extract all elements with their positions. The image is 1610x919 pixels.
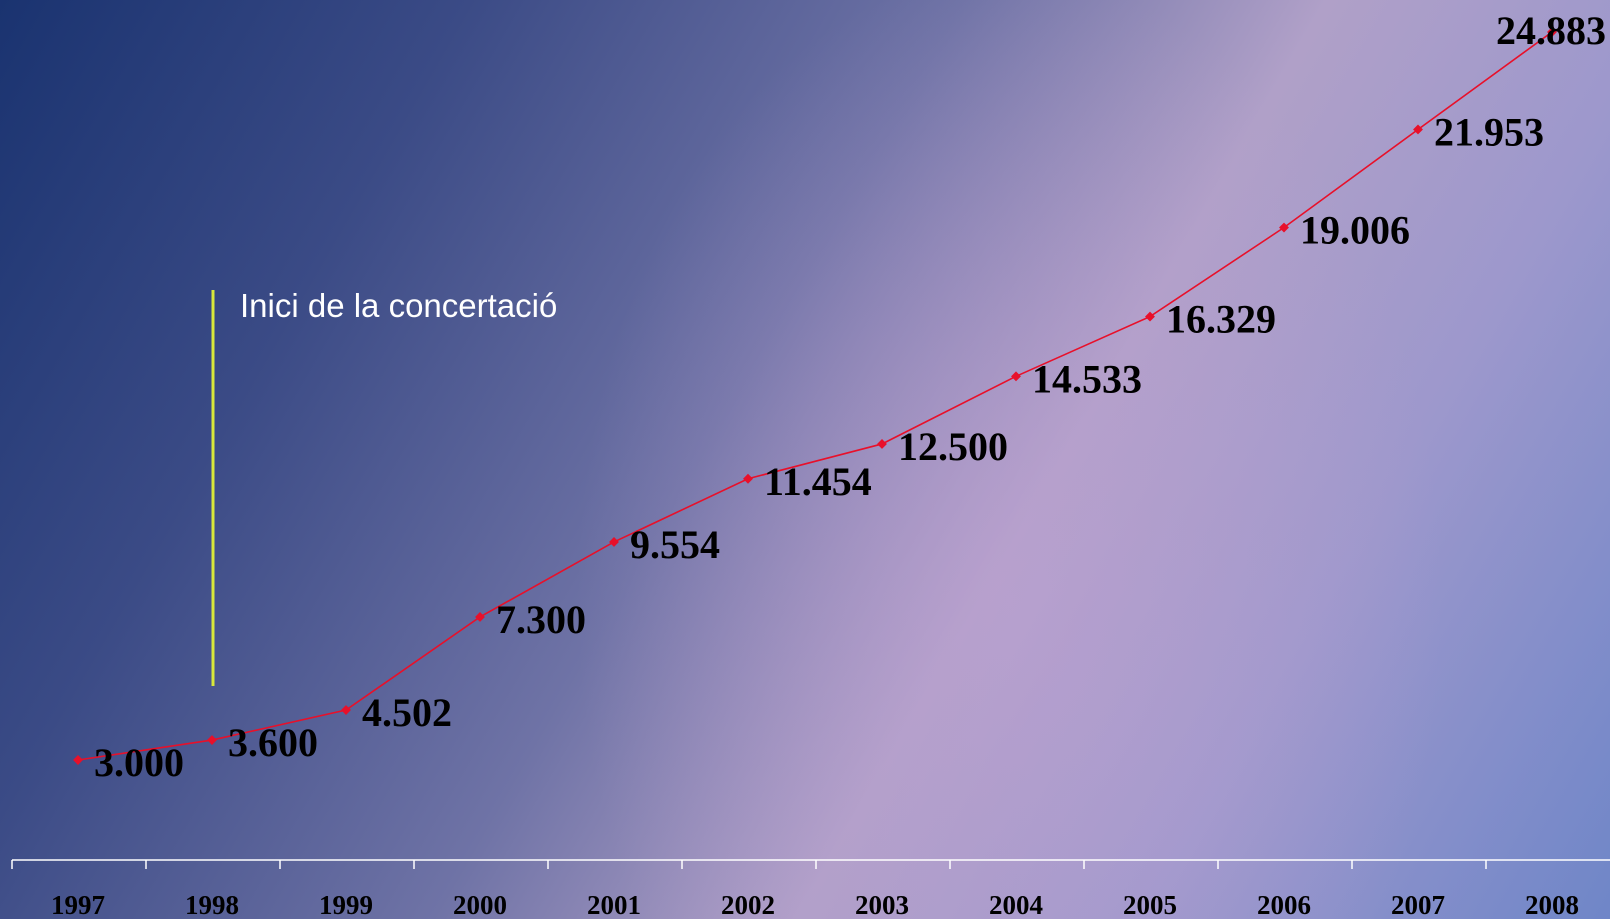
data-label: 16.329	[1166, 297, 1276, 342]
data-label: 12.500	[898, 424, 1008, 469]
x-axis	[11, 859, 1610, 869]
x-tick-label: 2005	[1123, 890, 1177, 919]
x-tick-labels: 1997 1998 1999 2000 2001 2002 2003 2004 2005 2006…	[51, 890, 1579, 919]
x-tick-label: 2007	[1391, 890, 1445, 919]
data-label: 4.502	[362, 690, 452, 735]
x-tick-label: 1998	[185, 890, 239, 919]
x-tick-label: 2003	[855, 890, 909, 919]
data-point	[73, 755, 83, 765]
data-point	[1279, 222, 1289, 233]
data-point	[1413, 124, 1423, 135]
data-point	[341, 705, 351, 715]
data-point	[1547, 27, 1557, 37]
data-point	[609, 537, 619, 547]
annotation-label: Inici de la concertació	[240, 287, 557, 324]
x-tick-label: 2001	[587, 890, 641, 919]
data-label: 11.454	[764, 459, 872, 504]
x-tick-label: 1997	[51, 890, 105, 919]
annotation: Inici de la concertació	[211, 287, 557, 686]
data-point	[877, 439, 887, 449]
series-line-group	[73, 27, 1557, 765]
x-tick-label: 2004	[989, 890, 1043, 919]
value-labels: 3.000 3.600 4.502 7.300 9.554 11.454 12.500 14.…	[94, 8, 1606, 785]
data-point	[1145, 311, 1155, 322]
data-label: 7.300	[496, 597, 586, 642]
data-label: 3.000	[94, 740, 184, 785]
data-label: 14.533	[1032, 356, 1142, 401]
x-tick-label: 2008	[1525, 890, 1579, 919]
data-point	[1011, 371, 1021, 382]
x-tick-label: 2002	[721, 890, 775, 919]
data-label: 19.006	[1300, 208, 1410, 253]
x-tick-label: 2006	[1257, 890, 1311, 919]
data-point	[207, 735, 217, 745]
data-point	[475, 611, 485, 622]
x-tick-label: 2000	[453, 890, 507, 919]
data-label: 21.953	[1434, 109, 1544, 154]
series-line	[77, 31, 1553, 761]
data-point	[743, 473, 753, 484]
data-label: 24.883	[1496, 8, 1606, 53]
data-label: 9.554	[630, 522, 720, 567]
x-tick-label: 1999	[319, 890, 373, 919]
data-label: 3.600	[228, 720, 318, 765]
